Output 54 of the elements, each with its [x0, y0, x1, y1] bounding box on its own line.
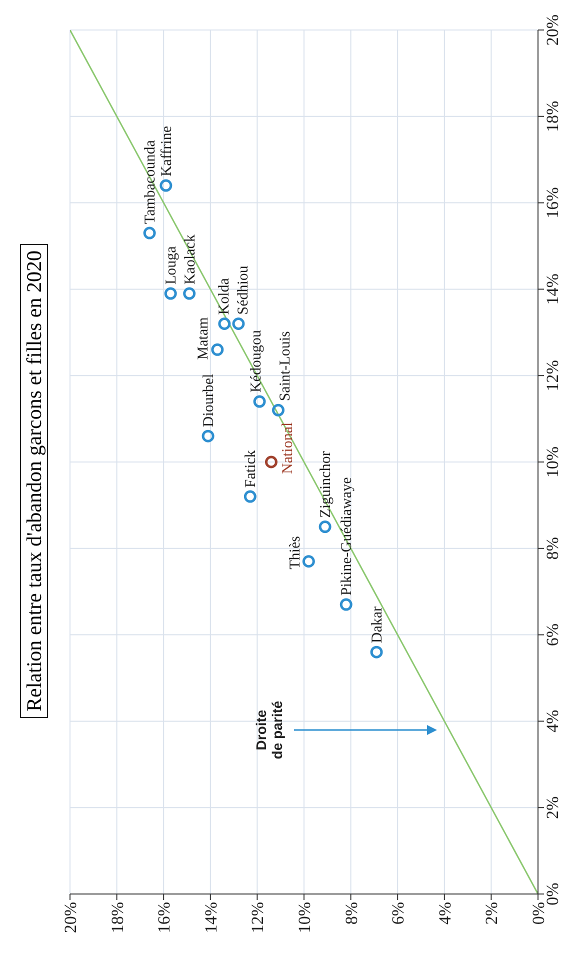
- x-tick-label: 20%: [61, 902, 80, 934]
- y-tick-label: 6%: [543, 623, 562, 646]
- y-tick-label: 4%: [543, 710, 562, 733]
- annotation: Kaolack: [182, 234, 198, 285]
- annotation: Ziguinchor: [318, 451, 334, 518]
- point: [202, 430, 214, 442]
- annotation: Louga: [164, 246, 180, 285]
- annotation: Fatick: [243, 450, 260, 488]
- y-tick-label: 10%: [543, 446, 562, 478]
- point: [340, 598, 352, 611]
- y-tick-label: 8%: [543, 537, 562, 560]
- annotation: Pikine-Guédiawaye: [339, 476, 356, 596]
- point: [211, 343, 224, 356]
- point: [253, 395, 266, 408]
- y-tick-label: 20%: [543, 14, 562, 46]
- x-tick-label: 4%: [435, 902, 454, 925]
- point: [302, 555, 315, 568]
- y-tick-label: 2%: [543, 796, 562, 819]
- annotation: Kédougou: [248, 330, 265, 393]
- x-tick-label: 12%: [248, 902, 268, 934]
- annotation: Dakar: [370, 606, 386, 644]
- text: Relation entre taux d'abandon garcons et filles en 2020: [20, 244, 48, 718]
- x-tick-label: 6%: [388, 902, 408, 925]
- annotation: Thiès: [288, 536, 304, 570]
- annotation: Saint-Louis: [277, 331, 294, 402]
- point: [244, 490, 256, 503]
- x-tick-label: 14%: [201, 902, 220, 934]
- point: [183, 287, 196, 300]
- y-tick-label: 12%: [543, 360, 562, 392]
- point: [318, 520, 332, 534]
- x-tick-label: 18%: [108, 902, 127, 934]
- annotation: Kolda: [216, 278, 232, 315]
- y-tick-label: 14%: [543, 274, 562, 305]
- point: [218, 318, 231, 330]
- annotation: Tambacounda: [142, 140, 159, 224]
- point: [232, 318, 245, 330]
- annotation: Droite de parité: [253, 700, 285, 760]
- annotation: Sédhiou: [235, 265, 252, 315]
- y-tick-label: 16%: [543, 187, 562, 218]
- point: [164, 287, 177, 300]
- x-tick-label: 16%: [154, 902, 174, 934]
- x-tick-label: 2%: [482, 902, 502, 925]
- point: [160, 179, 172, 192]
- point: [264, 456, 278, 468]
- x-tick-label: 8%: [342, 902, 361, 925]
- y-tick-label: 18%: [543, 100, 562, 132]
- annotation: National: [280, 422, 296, 474]
- point: [370, 646, 383, 658]
- x-tick-label: 10%: [295, 902, 314, 934]
- annotation: Kaffrine: [158, 126, 175, 177]
- point: [143, 226, 156, 240]
- annotation: Matam: [195, 316, 212, 360]
- point: [272, 404, 285, 416]
- annotation: Diourbel: [201, 374, 218, 428]
